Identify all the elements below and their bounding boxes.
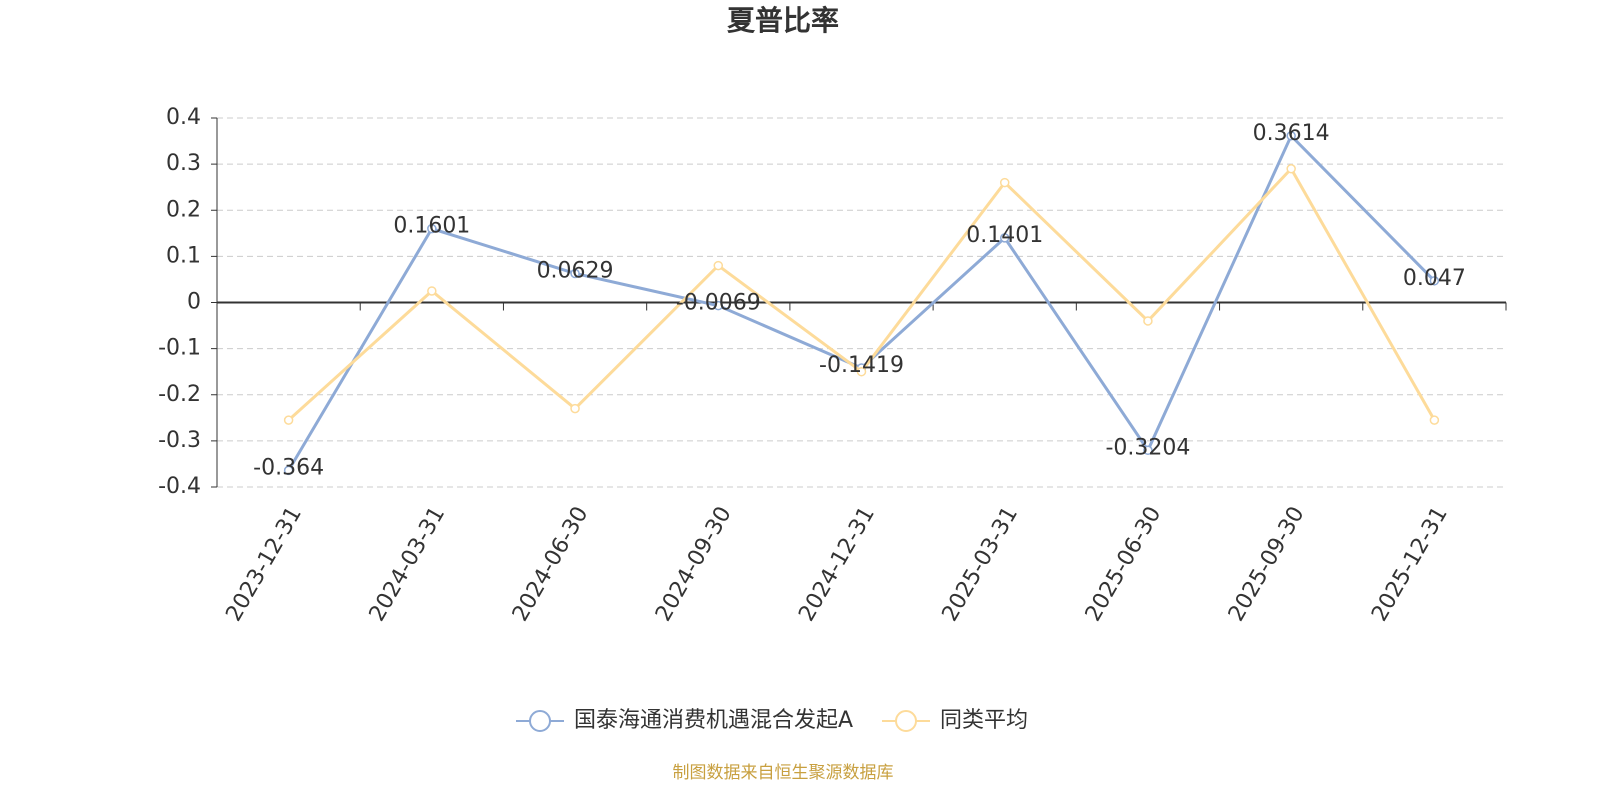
x-tick-label: 2025-03-31: [938, 502, 1024, 625]
data-point: [713, 300, 724, 311]
x-tick-label: 2024-06-30: [508, 503, 594, 626]
data-point: [427, 223, 437, 234]
data-label: -0.0069: [676, 291, 761, 316]
data-label: -0.1419: [819, 353, 904, 378]
y-tick-label: -0.4: [158, 474, 201, 499]
x-tick-label: 2024-12-31: [794, 503, 880, 626]
data-label: 0.1601: [393, 214, 470, 239]
data-label: -0.3204: [1105, 435, 1190, 460]
source-note: 制图数据来自恒生聚源数据库: [673, 763, 894, 783]
data-label: 0.3614: [1253, 121, 1330, 146]
data-point: [1429, 276, 1440, 286]
data-point: [999, 177, 1010, 188]
data-label: 0.047: [1403, 266, 1466, 291]
data-label: 0.0629: [537, 258, 614, 283]
data-point: [570, 268, 580, 279]
x-tick-label: 2023-12-31: [221, 503, 307, 626]
y-tick-label: 0: [187, 290, 201, 315]
data-point: [999, 233, 1010, 243]
x-tick-label: 2024-09-30: [651, 503, 737, 626]
y-tick-label: 0.1: [166, 243, 201, 268]
series-line: [287, 166, 1436, 422]
legend-symbol: [529, 710, 551, 732]
x-tick-label: 2025-06-30: [1081, 503, 1167, 626]
legend-item[interactable]: 国泰海通消费机遇混合发起A: [516, 708, 853, 733]
x-tick-label: 2024-03-31: [365, 503, 451, 626]
data-point: [283, 415, 294, 425]
legend-symbol: [895, 710, 917, 732]
y-tick-label: -0.1: [158, 336, 201, 361]
data-point: [856, 366, 867, 377]
data-point: [713, 260, 724, 271]
y-tick-label: -0.2: [158, 382, 201, 407]
y-tick-label: 0.4: [166, 105, 201, 130]
data-point: [427, 286, 437, 296]
legend-item[interactable]: 同类平均: [882, 708, 1028, 733]
data-point: [1429, 415, 1440, 425]
data-point: [1143, 316, 1153, 326]
x-tick-label: 2025-12-31: [1367, 503, 1453, 626]
data-label: -0.364: [253, 455, 324, 480]
data-point: [1286, 163, 1296, 174]
data-point: [1143, 445, 1153, 456]
legend-label: 国泰海通消费机遇混合发起A: [574, 708, 853, 733]
chart-title: 夏普比率: [727, 4, 839, 37]
data-point: [1286, 131, 1296, 141]
x-tick-label: 2025-09-30: [1224, 503, 1310, 626]
y-tick-label: 0.2: [166, 197, 201, 222]
legend-label: 同类平均: [940, 708, 1028, 733]
data-point: [283, 465, 294, 476]
data-label: 0.1401: [966, 223, 1043, 248]
y-tick-label: -0.3: [158, 428, 201, 453]
data-point: [570, 403, 580, 414]
y-tick-label: 0.3: [166, 151, 201, 176]
